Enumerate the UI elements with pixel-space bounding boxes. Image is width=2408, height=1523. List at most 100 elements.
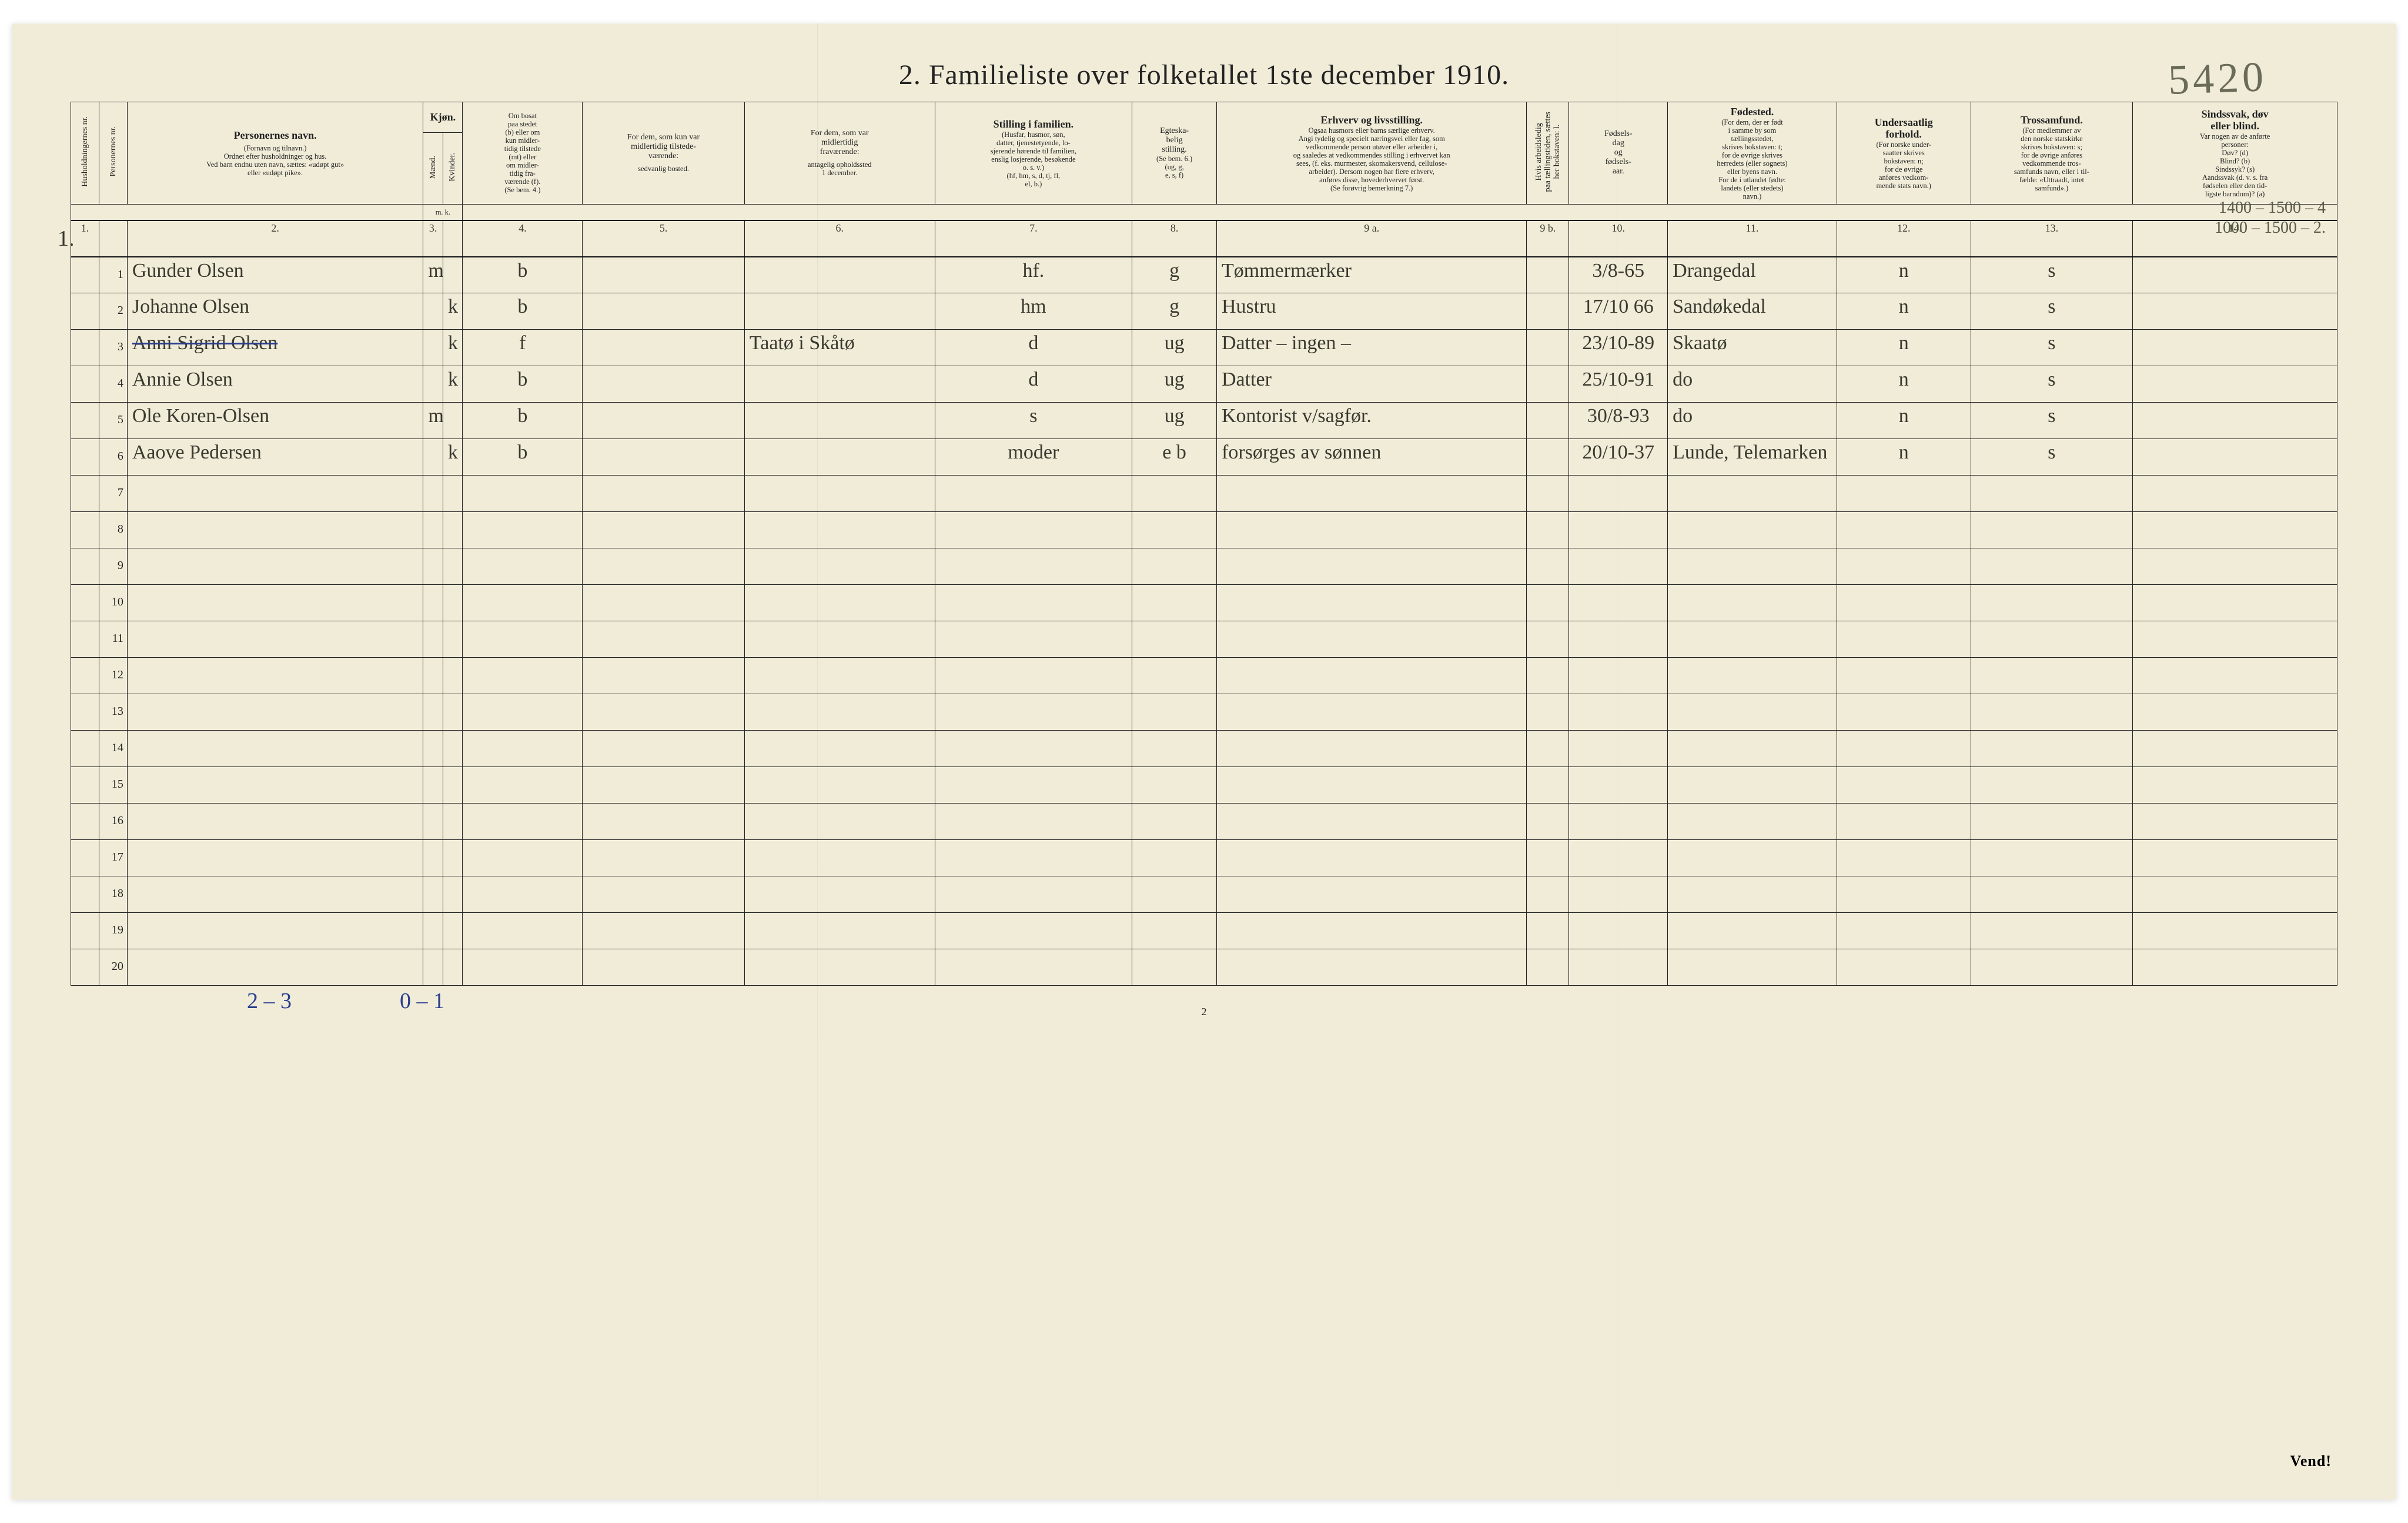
cell: [1837, 913, 1971, 949]
header-5-title: For dem, som kun var midlertidig tilsted…: [586, 133, 741, 161]
cell: b: [463, 293, 583, 330]
cell: [463, 694, 583, 731]
cell: [443, 731, 463, 767]
cell: [1217, 876, 1527, 913]
header-2-title: Personernes navn.: [234, 129, 317, 141]
cell: [463, 804, 583, 840]
cell: [583, 876, 745, 913]
cell: [1527, 366, 1569, 403]
cell: [1837, 512, 1971, 548]
header-1b-vert: Personernes nr.: [108, 123, 119, 180]
cell: [2133, 512, 2337, 548]
cell: [583, 366, 745, 403]
cell: [443, 585, 463, 621]
colnum-cell: 9 b.: [1527, 220, 1569, 257]
cell: [423, 512, 443, 548]
cell: Anni Sigrid Olsen: [127, 330, 423, 366]
cell: d: [935, 330, 1132, 366]
cell: [1569, 548, 1668, 585]
table-row: 12: [71, 658, 2337, 694]
table-row: 1Gunder Olsenmbhf.gTømmermærker3/8-65Dra…: [71, 257, 2337, 293]
cell: [443, 476, 463, 512]
cell: [1668, 767, 1837, 804]
cell: [744, 876, 935, 913]
colnum-cell: 4.: [463, 220, 583, 257]
cell: 12: [99, 658, 127, 694]
cell: [71, 804, 99, 840]
table-row: 8: [71, 512, 2337, 548]
cell: [1971, 476, 2133, 512]
header-8-sub: (Se bem. 6.) (ug, g, e, s, f): [1136, 155, 1213, 179]
cell: [443, 548, 463, 585]
cell: [744, 366, 935, 403]
cell: 2: [99, 293, 127, 330]
cell: [2133, 403, 2337, 439]
cell: [71, 439, 99, 476]
cell: [1837, 804, 1971, 840]
cell: Tømmermærker: [1217, 257, 1527, 293]
cell: [423, 366, 443, 403]
header-3-sub-k: Kvinder.: [447, 149, 458, 185]
cell: [1132, 694, 1217, 731]
table-row: 17: [71, 840, 2337, 876]
cell: [1837, 876, 1971, 913]
cell: [935, 840, 1132, 876]
cell: [423, 876, 443, 913]
cell: [1527, 585, 1569, 621]
cell: [583, 949, 745, 986]
bottom-note-1: 2 – 3: [247, 988, 292, 1014]
cell: [1527, 804, 1569, 840]
cell: s: [1971, 439, 2133, 476]
cell: [423, 548, 443, 585]
header-12-sub: (For norske under- saatter skrives bokst…: [1841, 140, 1967, 190]
cell: 8: [99, 512, 127, 548]
cell: [1837, 767, 1971, 804]
cell: [1971, 621, 2133, 658]
cell: [1132, 476, 1217, 512]
cell: g: [1132, 293, 1217, 330]
cell: [2133, 439, 2337, 476]
cell: s: [1971, 330, 2133, 366]
cell: Ole Koren-Olsen: [127, 403, 423, 439]
cell: [744, 585, 935, 621]
cell: [1132, 913, 1217, 949]
cell: [583, 512, 745, 548]
header-1-vert: Husholdningernes nr.: [79, 113, 91, 190]
cell: [1668, 876, 1837, 913]
cell: [744, 840, 935, 876]
cell: [935, 512, 1132, 548]
cell: [1132, 804, 1217, 840]
cell: [1668, 476, 1837, 512]
cell: [1217, 913, 1527, 949]
cell: [935, 804, 1132, 840]
cell: [71, 403, 99, 439]
cell: d: [935, 366, 1132, 403]
cell: [1668, 949, 1837, 986]
cell: n: [1837, 293, 1971, 330]
title-row: 2. Familieliste over folketallet 1ste de…: [71, 59, 2337, 91]
cell: [1668, 913, 1837, 949]
cell: [2133, 804, 2337, 840]
cell: [1132, 585, 1217, 621]
cell: [1668, 621, 1837, 658]
cell: [1837, 731, 1971, 767]
cell: [935, 731, 1132, 767]
cell: [744, 512, 935, 548]
cell: [935, 585, 1132, 621]
cell: [1527, 767, 1569, 804]
cell: [1569, 512, 1668, 548]
header-9a-title: Erhverv og livsstilling.: [1320, 114, 1423, 126]
cell: [1971, 876, 2133, 913]
vend-label: Vend!: [2290, 1452, 2332, 1470]
cell: [443, 658, 463, 694]
colnum-cell: [443, 220, 463, 257]
cell: [583, 330, 745, 366]
cell: [1569, 840, 1668, 876]
cell: [71, 658, 99, 694]
cell: [1668, 731, 1837, 767]
cell: [1569, 731, 1668, 767]
header-2-sub: (Fornavn og tilnavn.) Ordnet efter husho…: [131, 144, 419, 177]
cell: do: [1668, 366, 1837, 403]
cell: [1527, 548, 1569, 585]
cell: [744, 804, 935, 840]
